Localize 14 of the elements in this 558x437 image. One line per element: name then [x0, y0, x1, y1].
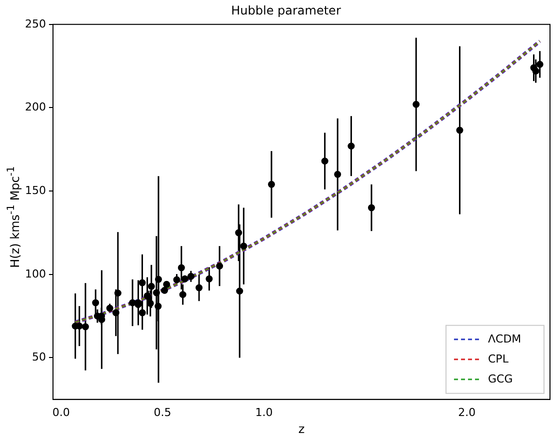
- legend-label: CPL: [488, 352, 510, 366]
- x-tick-label: 0.5: [154, 406, 172, 419]
- legend-label: ΛCDM: [488, 332, 522, 346]
- x-axis-title: z: [298, 422, 305, 436]
- x-tick-label: 1.0: [255, 406, 273, 419]
- y-tick-label: 50: [32, 350, 46, 364]
- y-tick-label: 200: [24, 100, 46, 114]
- y-tick-label: 250: [24, 17, 46, 30]
- y-tick-label: 100: [24, 267, 46, 280]
- legend-label: GCG: [488, 372, 513, 386]
- y-tick-label: 150: [24, 184, 46, 197]
- x-tick-label: 2.0: [458, 406, 476, 419]
- x-tick-label: 0.0: [52, 406, 70, 419]
- chart-title: Hubble parameter: [231, 3, 341, 18]
